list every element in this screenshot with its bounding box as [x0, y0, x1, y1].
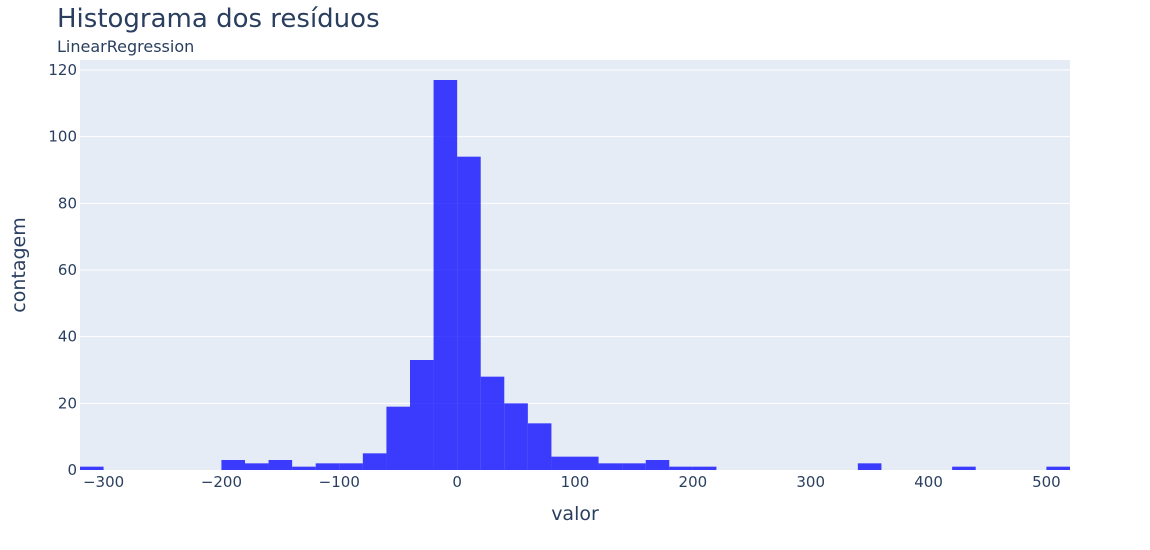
histogram-bar	[245, 463, 269, 470]
x-tick-label: 200	[679, 473, 708, 491]
chart-title: Histograma dos resíduos	[57, 4, 380, 34]
histogram-bar	[410, 360, 434, 470]
x-tick-label: 500	[1032, 473, 1061, 491]
y-tick-label: 20	[58, 394, 77, 412]
histogram-bar	[645, 460, 670, 470]
histogram-bar	[386, 406, 410, 470]
histogram-bar	[857, 463, 882, 470]
y-tick-label: 0	[67, 461, 77, 479]
histogram-bar	[292, 466, 316, 470]
x-tick-label: 300	[796, 473, 825, 491]
histogram-bar	[433, 80, 458, 470]
x-tick-label: 100	[561, 473, 590, 491]
y-tick-labels: 0 20 40 60 80 100 120	[48, 61, 77, 479]
x-tick-label: −100	[319, 473, 360, 491]
histogram-bar	[362, 453, 387, 470]
y-tick-label: 100	[48, 128, 77, 146]
x-tick-label: −200	[201, 473, 242, 491]
x-tick-labels: −300 −200 −100 0 100 200 300 400 500	[83, 473, 1061, 491]
x-axis-title: valor	[551, 503, 599, 525]
y-axis-title: contagem	[8, 217, 30, 312]
histogram-bar	[1046, 466, 1070, 470]
histogram-bar	[551, 456, 575, 470]
histogram-bar	[504, 403, 528, 470]
x-tick-label: 0	[452, 473, 462, 491]
gridlines	[80, 69, 1070, 404]
y-tick-label: 60	[58, 261, 77, 279]
plot-background	[80, 60, 1070, 470]
histogram-bar	[480, 376, 505, 470]
y-tick-label: 40	[58, 328, 77, 346]
histogram-bar	[339, 463, 363, 470]
histogram-bar	[315, 463, 340, 470]
y-tick-label: 120	[48, 61, 77, 79]
chart-subtitle: LinearRegression	[57, 37, 195, 56]
y-tick-label: 80	[58, 194, 77, 212]
histogram-bar	[952, 466, 976, 470]
histogram-bar	[527, 423, 552, 470]
x-tick-label: −300	[83, 473, 124, 491]
histogram-bar	[622, 463, 646, 470]
histogram-bar	[221, 460, 245, 470]
histogram-bar	[575, 456, 599, 470]
histogram-bar	[80, 466, 104, 470]
histogram-bar	[457, 156, 481, 470]
histogram-bar	[692, 466, 717, 470]
x-tick-label: 400	[914, 473, 943, 491]
histogram-bar	[268, 460, 293, 470]
histogram-bar	[669, 466, 693, 470]
bars	[80, 80, 1070, 470]
histogram-bar	[598, 463, 623, 470]
